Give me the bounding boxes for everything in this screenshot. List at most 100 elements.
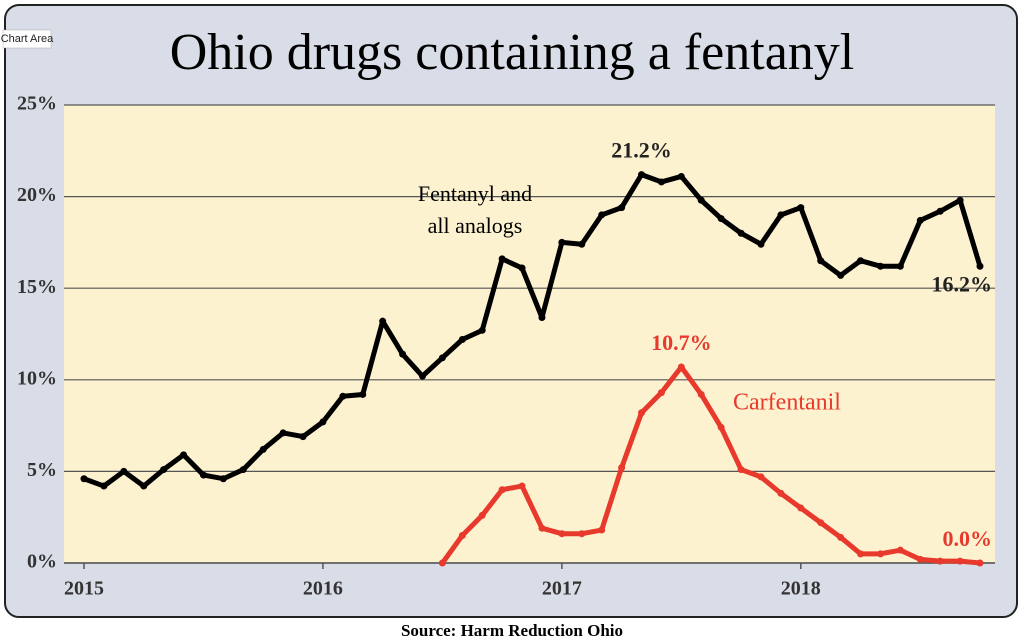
point (777, 489, 785, 497)
y-tick-label: 25% (17, 93, 57, 115)
plot-area (64, 105, 995, 563)
point (916, 216, 924, 224)
point (677, 363, 685, 371)
point (857, 550, 865, 558)
y-tick-label: 15% (17, 276, 57, 298)
point (399, 350, 407, 358)
point (100, 482, 108, 490)
chart-title: Ohio drugs containing a fentanyl (170, 24, 855, 81)
point (598, 526, 606, 534)
point (379, 317, 387, 325)
x-tick-label: 2015 (64, 578, 104, 600)
point (478, 511, 486, 519)
y-tick-label: 5% (27, 459, 57, 481)
series-line (440, 364, 981, 566)
point (478, 326, 486, 334)
x-tick-label: 2017 (542, 578, 582, 600)
point (438, 354, 446, 362)
point (418, 372, 426, 380)
point (538, 524, 546, 532)
point (458, 532, 466, 540)
point (876, 550, 884, 558)
point (578, 530, 586, 538)
point (140, 482, 148, 490)
point (876, 262, 884, 270)
point (618, 464, 626, 472)
point (458, 335, 466, 343)
point (199, 471, 207, 479)
point (956, 196, 964, 204)
point (299, 433, 307, 441)
series-annotation: Carfentanil (733, 390, 841, 416)
point (677, 172, 685, 180)
point (797, 204, 805, 212)
point (757, 240, 765, 248)
point (558, 530, 566, 538)
data-label: 21.2% (611, 138, 672, 163)
series-annotation: Fentanyl and all analogs (418, 181, 532, 238)
point (896, 546, 904, 554)
point (578, 240, 586, 248)
point (498, 255, 506, 263)
point (976, 262, 984, 270)
data-label: 10.7% (651, 330, 712, 355)
point (618, 204, 626, 212)
point (319, 418, 327, 426)
y-tick-label: 20% (17, 184, 57, 206)
point (817, 519, 825, 527)
y-tick-label: 0% (27, 551, 57, 573)
point (160, 466, 168, 474)
tooltip: Chart Area (1, 33, 54, 45)
point (498, 486, 506, 494)
point (558, 238, 566, 246)
point (80, 475, 88, 483)
point (916, 555, 924, 563)
point (857, 257, 865, 265)
y-tick-label: 10% (17, 367, 57, 389)
tooltip-box (2, 29, 52, 49)
point (538, 314, 546, 322)
point (697, 390, 705, 398)
point (657, 178, 665, 186)
point (180, 451, 188, 459)
point (757, 473, 765, 481)
annotation-line: all analogs (428, 213, 523, 238)
point (936, 557, 944, 565)
point (896, 262, 904, 270)
point (777, 211, 785, 219)
x-tick-label: 2018 (781, 578, 821, 600)
point (638, 409, 646, 417)
data-label: 0.0% (943, 526, 993, 551)
point (638, 171, 646, 179)
point (518, 264, 526, 272)
point (259, 445, 267, 453)
point (438, 559, 446, 567)
point (657, 389, 665, 397)
point (598, 211, 606, 219)
point (359, 390, 367, 398)
point (797, 504, 805, 512)
point (239, 466, 247, 474)
data-label: 16.2% (932, 271, 993, 296)
point (518, 482, 526, 490)
point (737, 466, 745, 474)
point (737, 229, 745, 237)
point (976, 559, 984, 567)
point (697, 196, 705, 204)
point (837, 271, 845, 279)
point (956, 557, 964, 565)
annotation-line: Fentanyl and (418, 181, 532, 206)
point (717, 423, 725, 431)
point (936, 207, 944, 215)
series-line (83, 172, 983, 489)
point (219, 475, 227, 483)
point (817, 257, 825, 265)
point (339, 392, 347, 400)
source: Source: Harm Reduction Ohio (401, 621, 623, 640)
point (717, 215, 725, 223)
x-tick-label: 2016 (303, 578, 343, 600)
point (837, 533, 845, 541)
point (120, 467, 128, 475)
